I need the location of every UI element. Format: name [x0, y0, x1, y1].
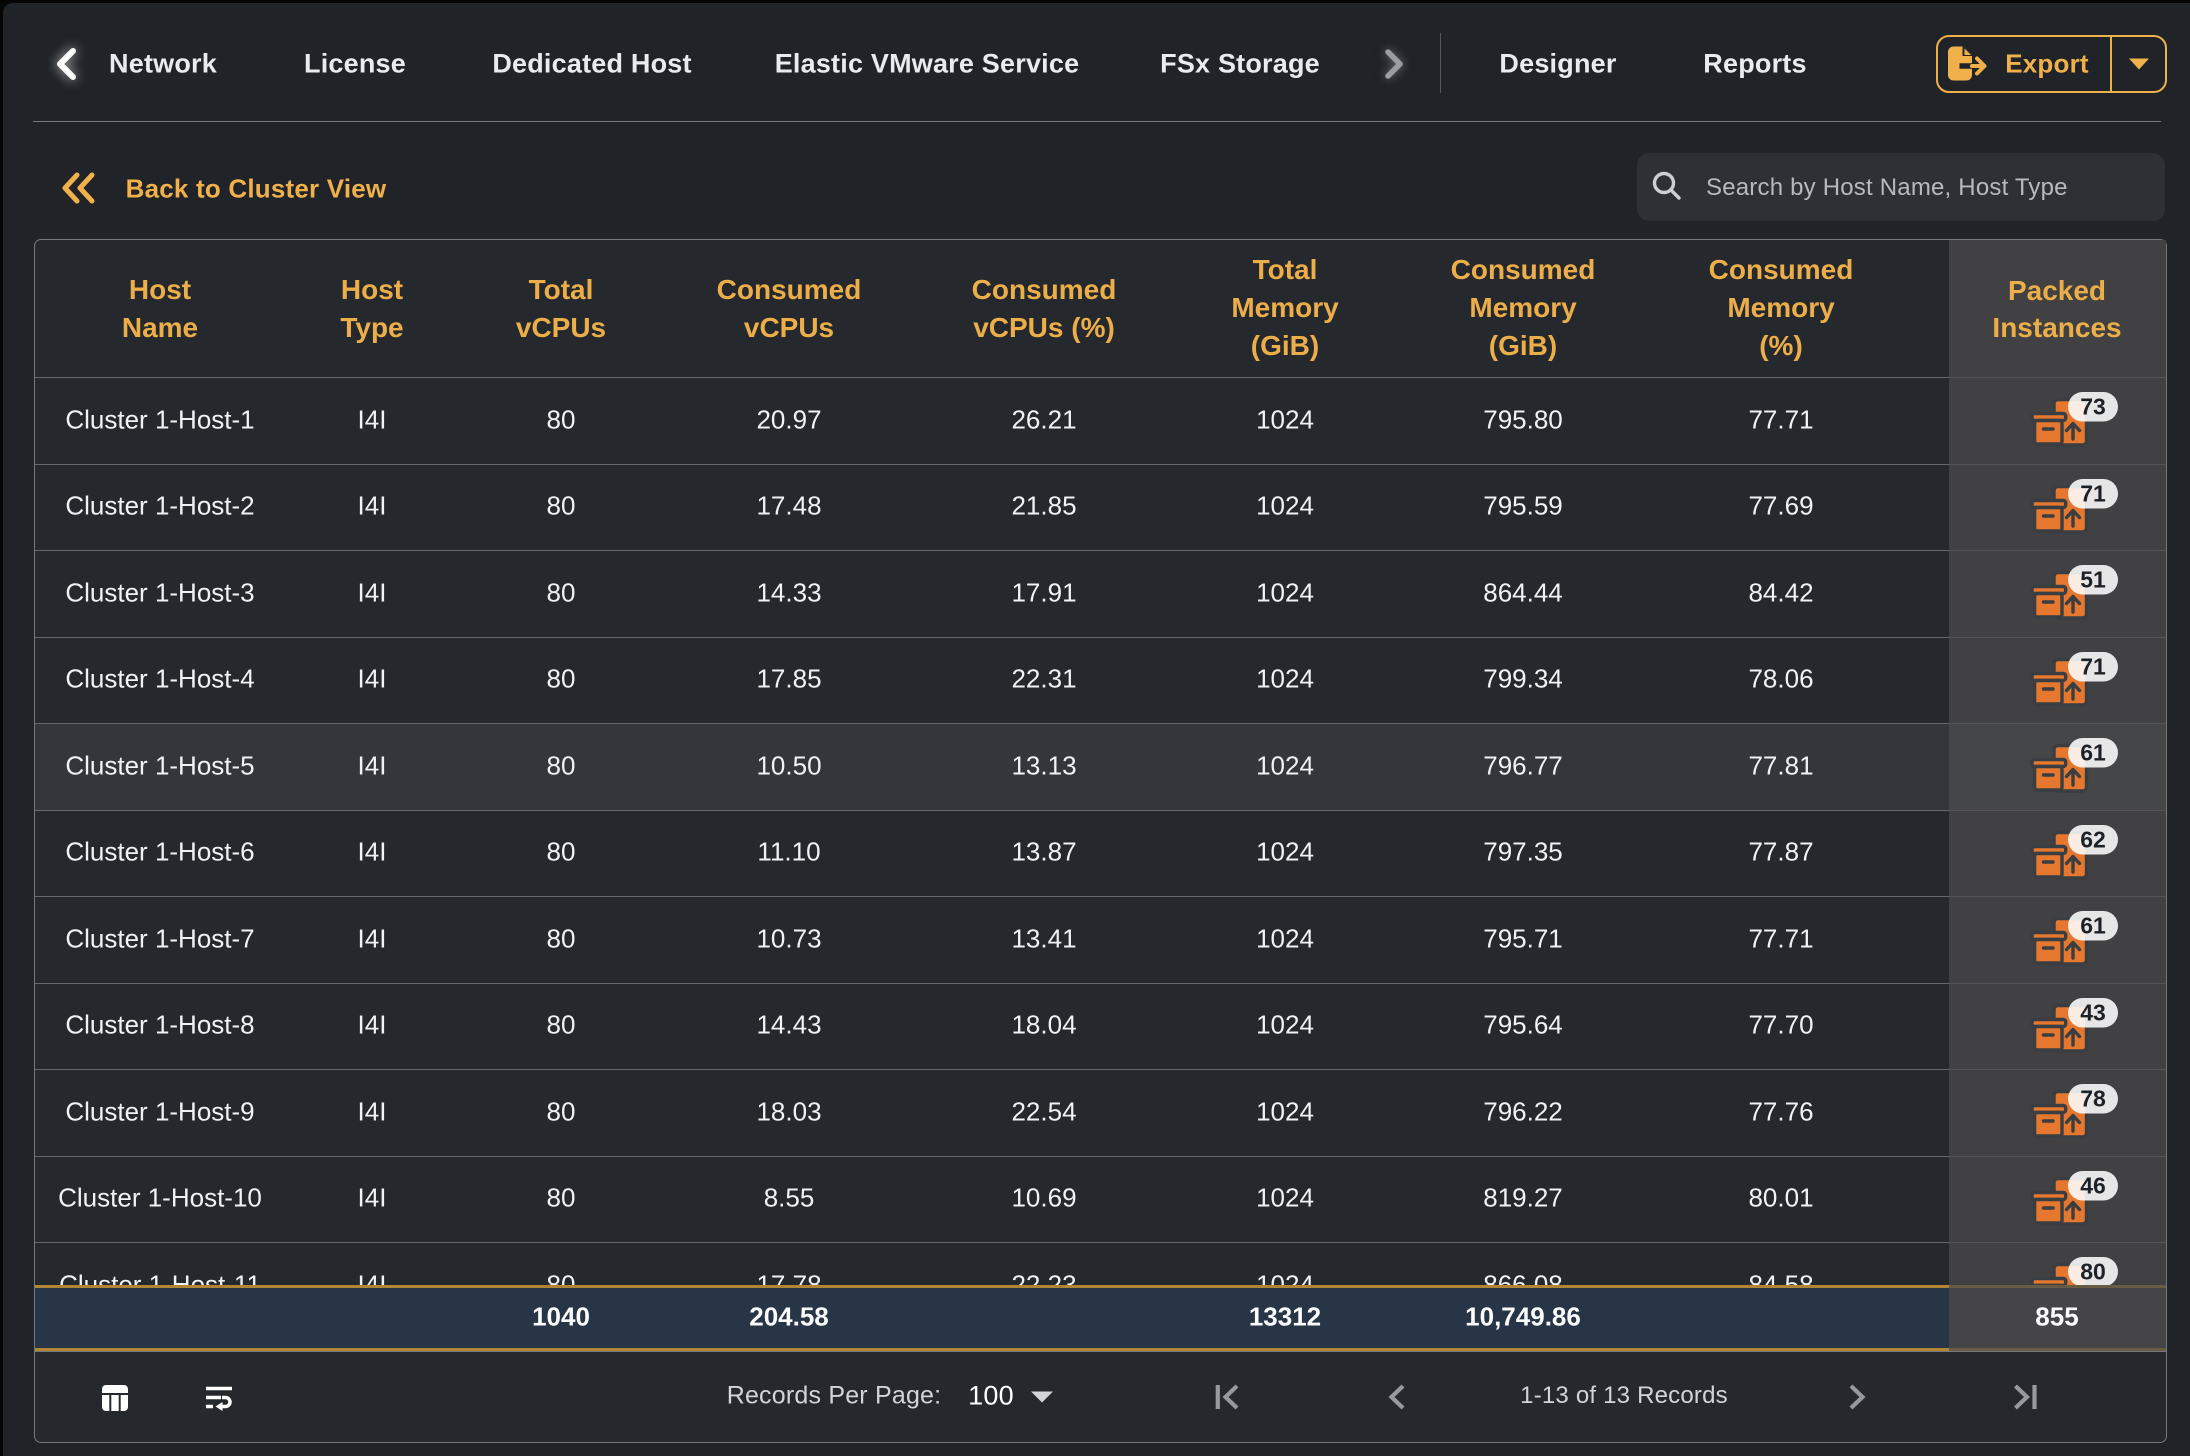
- svg-text:46: 46: [2080, 1172, 2106, 1198]
- svg-text:61: 61: [2080, 913, 2106, 939]
- svg-text:62: 62: [2080, 826, 2106, 852]
- svg-text:61: 61: [2080, 740, 2106, 766]
- svg-text:73: 73: [2080, 394, 2106, 420]
- svg-text:71: 71: [2080, 480, 2106, 506]
- svg-text:78: 78: [2080, 1086, 2106, 1112]
- svg-text:51: 51: [2080, 567, 2106, 593]
- svg-text:43: 43: [2080, 999, 2106, 1025]
- svg-text:71: 71: [2080, 653, 2106, 679]
- svg-text:80: 80: [2080, 1259, 2106, 1285]
